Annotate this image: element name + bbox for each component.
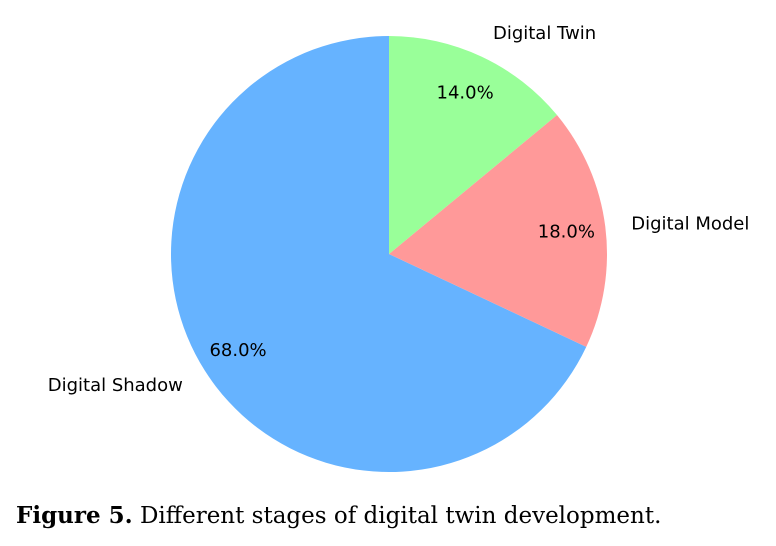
pie-category-label-digital-shadow: Digital Shadow — [48, 375, 183, 396]
figure-caption-label: Figure 5. — [16, 502, 133, 529]
pie-category-label-digital-model: Digital Model — [631, 213, 749, 234]
pie-pct-label-digital-twin: 14.0% — [437, 82, 494, 103]
pie-slice-digital-shadow — [170, 36, 587, 473]
pie-slice-digital-twin — [389, 35, 557, 254]
figure-caption: Figure 5. Different stages of digital tw… — [16, 502, 661, 529]
pie-pct-label-digital-model: 18.0% — [538, 222, 595, 243]
pie-pct-label-digital-shadow: 68.0% — [209, 340, 266, 361]
figure-caption-text: Different stages of digital twin develop… — [139, 503, 662, 529]
pie-slice-digital-model — [389, 115, 607, 347]
pie-chart: 68.0% Digital Shadow 18.0% Digital Model 14.… — [48, 23, 749, 473]
pie-category-label-digital-twin: Digital Twin — [493, 23, 596, 44]
pie-chart-svg: 68.0% Digital Shadow 18.0% Digital Model 14.… — [48, 23, 749, 473]
